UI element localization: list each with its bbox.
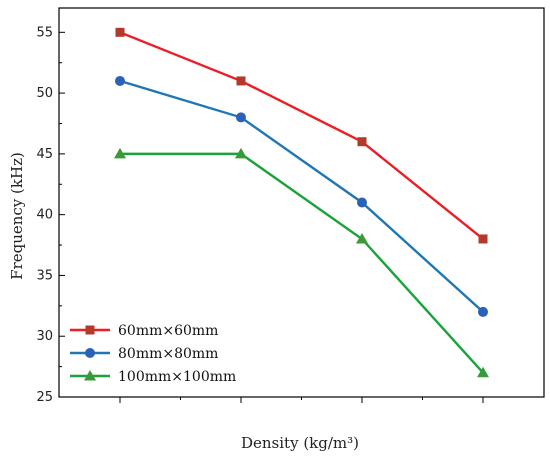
data-point bbox=[357, 197, 367, 208]
data-point bbox=[357, 137, 367, 147]
y-tick-label: 35 bbox=[36, 268, 53, 283]
y-tick-label: 45 bbox=[36, 147, 53, 162]
legend-entry: 100mm×100mm bbox=[70, 369, 236, 385]
series-layer bbox=[114, 27, 489, 378]
legend-marker bbox=[85, 325, 95, 335]
data-point bbox=[478, 306, 488, 317]
legend-marker bbox=[84, 370, 96, 381]
series-1 bbox=[115, 27, 488, 244]
y-axis-title: Frequency (kHz) bbox=[8, 152, 26, 280]
legend-entry: 60mm×60mm bbox=[70, 323, 218, 339]
data-point bbox=[115, 75, 125, 86]
series-3 bbox=[114, 147, 489, 378]
legend-label: 60mm×60mm bbox=[118, 323, 218, 339]
y-tick-label: 40 bbox=[36, 208, 53, 223]
series-2 bbox=[115, 75, 488, 317]
series-line bbox=[119, 31, 484, 240]
y-tick-label: 25 bbox=[36, 390, 53, 405]
data-point bbox=[356, 232, 368, 244]
series-line bbox=[119, 79, 484, 313]
data-point bbox=[235, 147, 247, 159]
x-axis-title: Density (kg/m³) bbox=[241, 434, 359, 452]
y-tick-label: 50 bbox=[36, 86, 53, 101]
data-point bbox=[114, 147, 126, 159]
series-line bbox=[120, 152, 484, 374]
data-point bbox=[477, 366, 489, 378]
axes: 25 30 35 40 45 50 55 bbox=[36, 7, 545, 405]
legend-label: 100mm×100mm bbox=[118, 369, 236, 385]
y-tick-label: 55 bbox=[36, 25, 53, 40]
legend-label: 80mm×80mm bbox=[118, 346, 218, 362]
data-point bbox=[236, 76, 246, 86]
y-tick-label: 30 bbox=[36, 329, 53, 344]
legend-entry: 80mm×80mm bbox=[70, 346, 218, 362]
data-point bbox=[236, 112, 246, 123]
legend: 60mm×60mm 80mm×80mm 100mm×100mm bbox=[70, 323, 236, 385]
data-point bbox=[478, 234, 488, 244]
legend-marker bbox=[85, 348, 95, 358]
data-point bbox=[115, 27, 125, 37]
